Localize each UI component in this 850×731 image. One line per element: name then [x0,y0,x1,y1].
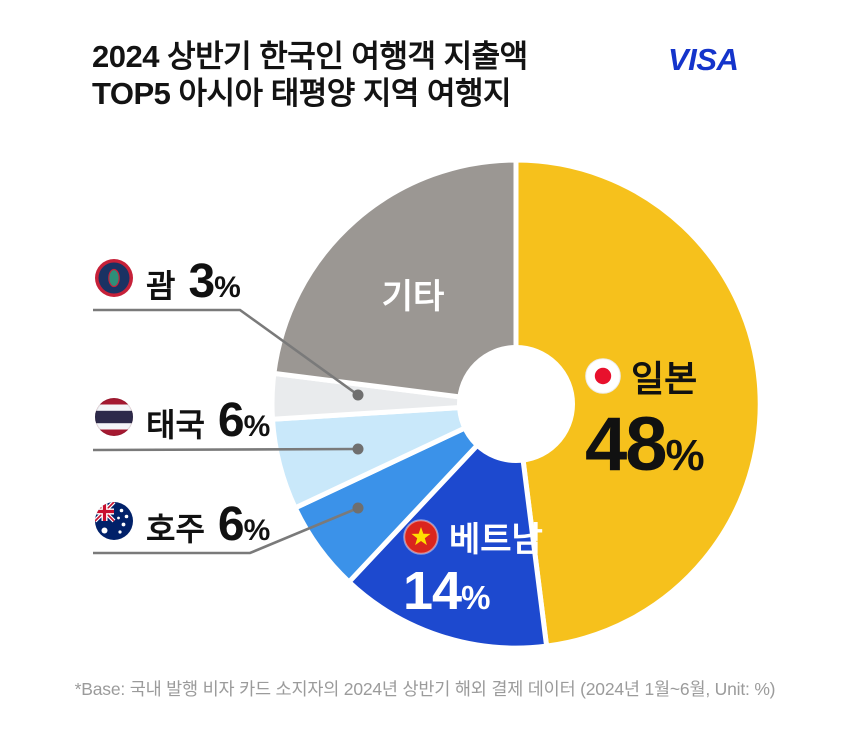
australia-value-number: 6 [217,498,245,551]
japan-value: 48% [585,407,705,483]
australia-flag-icon [95,502,133,540]
vietnam-name: 베트남 [449,521,543,559]
title-line-1: 2024 상반기 한국인 여행객 지출액 [92,39,528,74]
vietnam-percent-sign: % [461,579,491,616]
page-title: 2024 상반기 한국인 여행객 지출액 TOP5 아시아 태평양 지역 여행지 [92,38,528,112]
japan-name: 일본 [631,358,698,399]
guam-name: 괌 [146,268,176,304]
australia-value: 6% [218,501,270,549]
thailand-leader-line [92,447,359,452]
australia-leader-line [93,506,359,555]
guam-percent-sign: % [214,271,241,304]
thailand-percent-sign: % [243,410,271,443]
guam-flag-icon [95,259,133,297]
guam-value: 3% [188,258,240,306]
title-line-2: TOP5 아시아 태평양 지역 여행지 [92,76,512,111]
australia-percent-sign: % [243,514,271,547]
japan-value-number: 48 [585,402,668,487]
guam-legend-row: 괌 3% [95,258,241,307]
vietnam-value-number: 14 [403,561,462,621]
pie-slice-vietnam [346,401,550,651]
visa-logo: VISA [668,42,739,77]
base-note: *Base: 국내 발행 비자 카드 소지자의 2024년 상반기 해외 결제 … [74,679,776,699]
thailand-flag-icon [95,398,133,436]
vietnam-slice-label: 베트남 14% [403,512,543,618]
australia-name: 호주 [146,511,205,547]
guam-leader-dot [352,389,364,401]
pie-slice-others [271,157,519,407]
thailand-value: 6% [218,397,270,445]
japan-flag-icon [585,358,621,394]
japan-slice-label: 일본 48% [585,350,705,483]
thailand-name: 태국 [146,407,205,443]
vietnam-flag-icon [403,518,439,555]
others-slice-label: 기타 [381,278,445,316]
pie-slices-group [269,157,763,651]
vietnam-value: 14% [403,564,543,618]
australia-leader-dot [352,502,364,514]
thailand-legend-row: 태국 6% [95,397,270,446]
thailand-leader-dot [352,443,364,455]
japan-percent-sign: % [665,431,705,480]
pie-slice-japan [513,157,763,649]
donut-hole [457,345,575,463]
australia-legend-row: 호주 6% [95,501,270,550]
guam-value-number: 3 [188,255,215,308]
thailand-value-number: 6 [217,394,245,447]
guam-leader-line [93,308,359,397]
